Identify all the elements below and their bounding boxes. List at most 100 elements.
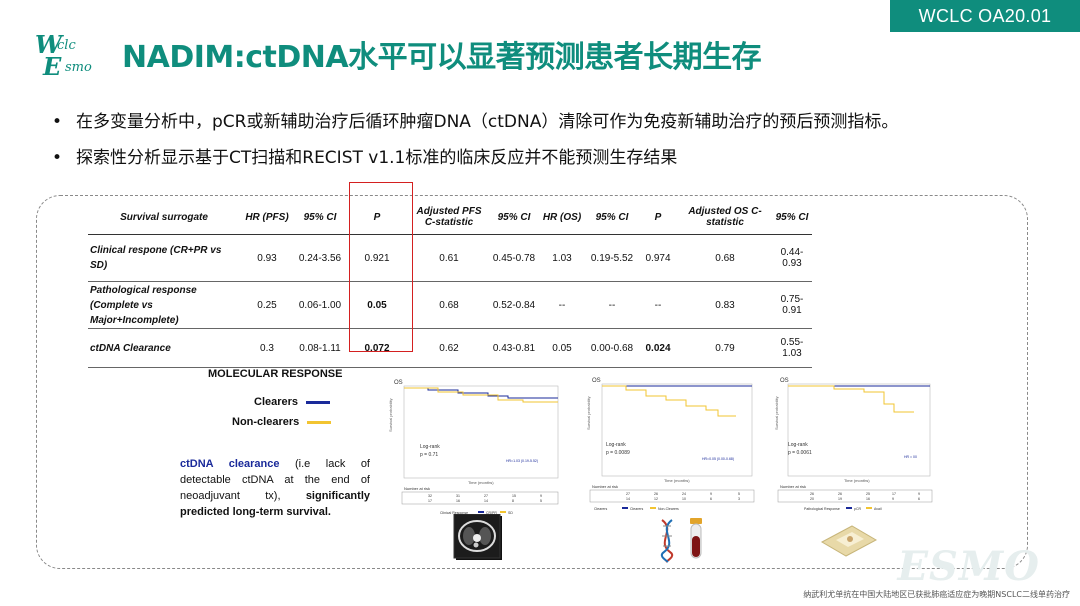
col-header: Survival surrogate bbox=[88, 200, 240, 235]
cell-p-os: 0.974 bbox=[638, 234, 678, 282]
plot-legend-item: SD bbox=[508, 511, 513, 515]
content-panel bbox=[36, 195, 1028, 569]
km-plot-pathological: OS Survival probability Log-rank p = 0.0… bbox=[774, 374, 936, 516]
risk-cell: 14 bbox=[484, 499, 488, 503]
conference-tag: WCLC OA20.01 bbox=[890, 0, 1080, 32]
bullet-dot-icon: • bbox=[52, 148, 63, 168]
plot-p: p = 0.0089 bbox=[606, 450, 630, 456]
legend-clearers: Clearers bbox=[254, 396, 331, 408]
bullet-list: • 在多变量分析中，pCR或新辅助治疗后循环肿瘤DNA（ctDNA）清除可作为免疫… bbox=[52, 108, 898, 180]
cell-ci-os: 0.19-5.52 bbox=[586, 234, 638, 282]
p-value-highlight-box bbox=[349, 182, 413, 352]
col-header: 95% CI bbox=[772, 200, 812, 235]
risk-cell: 17 bbox=[892, 492, 896, 496]
risk-cell: 12 bbox=[654, 497, 658, 501]
risk-cell: 24 bbox=[682, 492, 686, 496]
risk-cell: 31 bbox=[456, 494, 460, 498]
row-label: Pathological response (Complete vs Major… bbox=[88, 281, 240, 329]
cell-ci-os: -- bbox=[586, 281, 638, 329]
km-plot-clinical: OS Survival probability Log-rank p = 0.7… bbox=[388, 376, 564, 518]
legend-non-clearers-label: Non-clearers bbox=[232, 416, 300, 428]
plot-legend-swatch bbox=[500, 511, 506, 513]
col-header: 95% CI bbox=[490, 200, 538, 235]
risk-cell: 5 bbox=[738, 492, 740, 496]
col-header: HR (OS) bbox=[538, 200, 586, 235]
table-row: Clinical respone (CR+PR vs SD) 0.93 0.24… bbox=[88, 234, 812, 282]
cell-p-pfs: 0.921 bbox=[346, 234, 408, 282]
cell-p-os: -- bbox=[638, 281, 678, 329]
plot-ylabel: Survival probability bbox=[586, 396, 591, 430]
bullet-text: 探索性分析显示基于CT扫描和RECIST v1.1标准的临床反应并不能预测生存结… bbox=[76, 148, 678, 168]
curve-non-clearers bbox=[602, 385, 736, 417]
plot-p: p = 0.71 bbox=[420, 452, 438, 458]
plot-frame bbox=[787, 383, 931, 477]
risk-cell: 9 bbox=[710, 492, 712, 496]
cell-ci-c-pfs: 0.43-0.81 bbox=[490, 328, 538, 368]
risk-title: Number at risk bbox=[780, 484, 806, 489]
cell-p-pfs: 0.072 bbox=[346, 328, 408, 368]
risk-cell: 9 bbox=[892, 497, 894, 501]
survival-table: Survival surrogate HR (PFS) 95% CI P Adj… bbox=[88, 200, 812, 368]
dna-blood-tube-icon bbox=[654, 516, 710, 564]
plot-label: OS bbox=[780, 378, 789, 384]
logo-text-clc: clc bbox=[57, 38, 76, 53]
cell-hr-pfs: 0.3 bbox=[240, 328, 294, 368]
cell-hr-os: 0.05 bbox=[538, 328, 586, 368]
ct-scan-icon bbox=[452, 513, 506, 562]
risk-cell: 26 bbox=[838, 492, 842, 496]
footer-note: 纳武利尤单抗在中国大陆地区已获批肺癌适应症为晚期NSCLC二线单药治疗 bbox=[803, 590, 1070, 599]
risk-cell: 10 bbox=[682, 497, 686, 501]
risk-cell: 26 bbox=[810, 492, 814, 496]
cell-hr-pfs: 0.93 bbox=[240, 234, 294, 282]
plot-test: Log-rank bbox=[788, 442, 808, 448]
bullet-dot-icon: • bbox=[52, 112, 63, 132]
risk-cell: 9 bbox=[540, 494, 542, 498]
cell-ci-pfs: 0.06-1.00 bbox=[294, 281, 346, 329]
slide-title: NADIM:ctDNA水平可以显著预测患者长期生存 bbox=[122, 40, 762, 75]
bullet-item: • 探索性分析显示基于CT扫描和RECIST v1.1标准的临床反应并不能预测生存… bbox=[52, 144, 898, 180]
cell-c-pfs: 0.61 bbox=[408, 234, 490, 282]
plot-legend-title: Clearers bbox=[594, 507, 607, 511]
legend-clearers-label: Clearers bbox=[254, 396, 299, 408]
risk-cell: 32 bbox=[428, 494, 432, 498]
plot-hr: HR = 00 bbox=[904, 455, 917, 459]
col-header: 95% CI bbox=[586, 200, 638, 235]
row-label: Clinical respone (CR+PR vs SD) bbox=[88, 234, 240, 282]
risk-cell: 20 bbox=[810, 497, 814, 501]
cell-c-os: 0.83 bbox=[678, 281, 772, 329]
plot-legend-swatch bbox=[846, 507, 852, 509]
plot-legend-item: Avail bbox=[874, 507, 882, 511]
cell-c-pfs: 0.68 bbox=[408, 281, 490, 329]
table-header-row: Survival surrogate HR (PFS) 95% CI P Adj… bbox=[88, 200, 812, 235]
plot-xlabel: Time (months) bbox=[468, 480, 494, 485]
cell-ci-c-os: 0.55-1.03 bbox=[772, 328, 812, 368]
risk-cell: 25 bbox=[866, 492, 870, 496]
risk-table bbox=[589, 489, 755, 503]
legend-non-clearers-swatch bbox=[307, 420, 332, 424]
note-bold: significantly predicted long-term surviv… bbox=[180, 490, 370, 518]
cell-ci-c-os: 0.75-0.91 bbox=[772, 281, 812, 329]
plot-legend-item: Clearers bbox=[630, 507, 643, 511]
risk-cell: 15 bbox=[512, 494, 516, 498]
wclc-esmo-logo: W clc E smo bbox=[35, 30, 113, 81]
plot-p: p = 0.0061 bbox=[788, 450, 812, 456]
legend-clearers-swatch bbox=[306, 400, 331, 404]
risk-cell: 16 bbox=[866, 497, 870, 501]
cell-hr-os: 1.03 bbox=[538, 234, 586, 282]
esmo-watermark: ESMO bbox=[897, 543, 1040, 590]
risk-title: Number at risk bbox=[404, 486, 430, 491]
plot-legend-item: Non-Clearers bbox=[658, 507, 679, 511]
table-row: ctDNA Clearance 0.3 0.08-1.11 0.072 0.62… bbox=[88, 328, 812, 368]
risk-cell: 5 bbox=[540, 499, 542, 503]
plot-xlabel: Time (months) bbox=[664, 478, 690, 483]
logo-letter-e: E bbox=[43, 52, 62, 81]
plot-xlabel: Time (months) bbox=[844, 478, 870, 483]
curve-non-clearers bbox=[404, 387, 558, 403]
plot-frame bbox=[601, 383, 753, 477]
risk-cell: 6 bbox=[710, 497, 712, 501]
plot-label: OS bbox=[394, 380, 403, 386]
col-header: 95% CI bbox=[294, 200, 346, 235]
row-label: ctDNA Clearance bbox=[88, 328, 240, 368]
risk-cell: 6 bbox=[918, 497, 920, 501]
cell-ci-c-pfs: 0.45-0.78 bbox=[490, 234, 538, 282]
